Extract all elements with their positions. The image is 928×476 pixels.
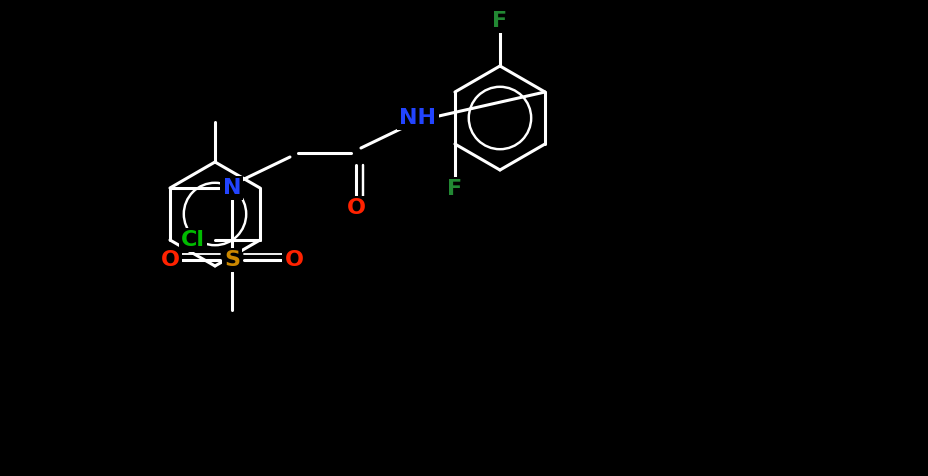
Text: Cl: Cl <box>181 230 205 250</box>
Text: O: O <box>284 250 303 270</box>
Text: N: N <box>223 178 241 198</box>
Text: S: S <box>224 250 239 270</box>
Text: NH: NH <box>399 108 436 128</box>
Text: F: F <box>447 179 462 199</box>
Text: O: O <box>346 198 365 218</box>
Text: F: F <box>492 11 507 31</box>
Text: O: O <box>161 250 179 270</box>
